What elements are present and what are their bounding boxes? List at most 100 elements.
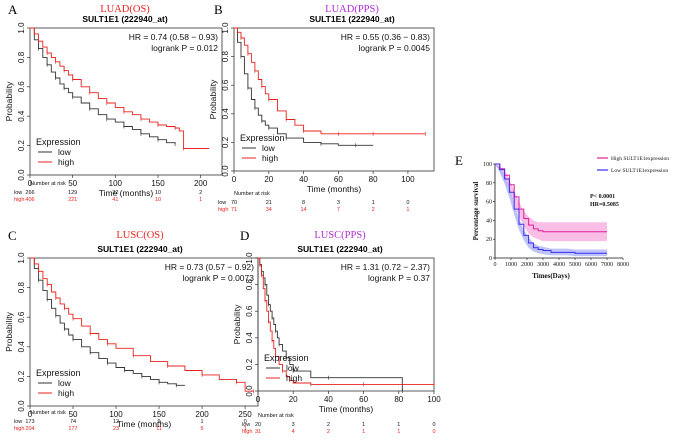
panel-b-ytick-label: 0.8: [221, 50, 230, 62]
panel-e-xtick-label: 8000: [617, 262, 629, 268]
panel-a-ytick-label: 0.6: [17, 81, 26, 93]
panel-a-risk-header: Number at risk: [30, 181, 66, 187]
panel-e-ci-band-high: [495, 164, 607, 242]
panel-a-ytick-label: 0.8: [17, 51, 26, 63]
panel-d-title: LUSC(PPS): [314, 230, 366, 241]
panel-d-xtick-label: 80: [394, 395, 403, 404]
panel-b-xlabel: Time (months): [307, 184, 362, 194]
panel-e-letter: E: [455, 153, 463, 168]
panel-e-curve-high: [495, 163, 607, 233]
panel-b-risk-low-value: 3: [337, 200, 340, 206]
panel-d-letter: D: [240, 228, 249, 243]
panel-e-xtick-label: 6000: [585, 262, 597, 268]
panel-a-ytick-label: 0.2: [17, 139, 26, 151]
panel-a-risk-high-label: high: [14, 197, 24, 203]
panel-d-legend-label-high: high: [286, 373, 302, 383]
panel-c-xtick-label: 150: [152, 410, 166, 419]
panel-c-title: LUSC(OS): [116, 230, 164, 241]
panel-c-xtick-label: 100: [109, 410, 123, 419]
panel-e-legend-label-low: Low SULT1E1expression: [611, 168, 668, 174]
panel-b-risk-low-value: 8: [302, 200, 305, 206]
panel-c-xtick-label: 50: [69, 410, 78, 419]
panel-b-risk-high-value: 2: [372, 207, 375, 213]
panel-b-risk-low-label: low: [218, 200, 226, 206]
panel-d-ytick-label: 0.6: [245, 305, 254, 317]
panel-e-ytick-label: 100: [483, 162, 492, 168]
panel-d-curve-high: [258, 257, 434, 385]
panel-a-ytick-label: 0.4: [17, 110, 26, 122]
panel-a-legend-label-high: high: [58, 157, 74, 167]
panel-e-xtick-label: 4000: [553, 262, 565, 268]
panel-d-xlabel: Time (months): [319, 404, 374, 414]
panel-e-xtick-label: 5000: [569, 262, 581, 268]
panel-b-risk-high-label: high: [218, 207, 228, 213]
panel-e-ci-band-low: [495, 164, 607, 257]
panel-e-ytick-label: 20: [486, 237, 492, 243]
panel-a-risk-low-label: low: [14, 190, 22, 196]
panel-d-ytick-label: 1.0: [245, 252, 254, 264]
panel-b-xtick-label: 20: [264, 175, 273, 184]
panel-b-xtick-label: 100: [401, 175, 415, 184]
panel-c-risk-header: Number at risk: [30, 410, 66, 416]
panel-b-letter: B: [214, 2, 223, 17]
panel-c-risk-high-value: 11: [156, 426, 162, 432]
panel-d-risk-low-label: low: [242, 422, 250, 428]
panel-b-legend-label-low: low: [262, 143, 276, 153]
panel-c-risk-low-value: 173: [25, 419, 34, 425]
panel-c-risk-high-value: 1: [244, 426, 247, 432]
panel-c-ytick-label: 0.0: [17, 400, 26, 412]
panel-d-risk-low-value: 2: [327, 422, 330, 428]
panel-c-legend-label-low: low: [58, 378, 72, 388]
panel-d-ytick-label: 0.4: [245, 332, 254, 344]
panel-b-ylabel: Probability: [208, 79, 218, 119]
panel-e-ytick-label: 60: [486, 200, 492, 206]
panel-d-plot-frame: [257, 257, 435, 392]
panel-a-letter: A: [8, 2, 18, 17]
panel-b-legend-label-high: high: [262, 153, 278, 163]
panel-b-xtick-label: 40: [299, 175, 308, 184]
panel-d-risk-low-value: 20: [255, 422, 261, 428]
panel-d-risk-high-value: 1: [362, 429, 365, 435]
panel-e-ytick-label: 40: [486, 218, 492, 224]
panel-d-xtick-label: 20: [289, 395, 298, 404]
panel-c-ytick-label: 0.8: [17, 281, 26, 293]
panel-b-risk-low-value: 21: [266, 200, 272, 206]
panel-a-legend-title: Expression: [36, 137, 81, 147]
panel-d-gene-label: SULT1E1 (222940_at): [297, 244, 383, 254]
panel-a-hr-label: HR = 0.74 (0.58 − 0.93): [129, 32, 218, 42]
panel-a-risk-low-value: 10: [155, 190, 161, 196]
panel-c-ytick-label: 1.0: [17, 252, 26, 264]
panel-a-legend-label-low: low: [58, 147, 72, 157]
panel-a-logrank-label: logrank P = 0.012: [151, 43, 218, 53]
panel-e-xtick-label: 0: [494, 262, 497, 268]
panel-a-xtick-label: 50: [68, 179, 77, 188]
panel-d-legend-label-low: low: [286, 363, 300, 373]
panel-d-ylabel: Probability: [232, 304, 242, 344]
panel-b-ytick-label: 0.4: [221, 108, 230, 120]
panel-b-logrank-label: logrank P = 0.0045: [359, 43, 431, 53]
panel-e-xtick-label: 7000: [601, 262, 613, 268]
panel-e-xtick-label: 2000: [521, 262, 533, 268]
panel-c-ytick-label: 0.6: [17, 311, 26, 323]
panel-c-ytick-label: 0.2: [17, 370, 26, 382]
panel-c-risk-high-value: 177: [68, 426, 77, 432]
panel-b-risk-high-value: 1: [406, 207, 409, 213]
panel-c-xtick-label: 200: [195, 410, 209, 419]
panel-d-risk-low-value: 0: [432, 422, 435, 428]
panel-b-curve-high: [234, 27, 426, 135]
panel-a-plot-frame: [29, 27, 223, 176]
panel-e-xtick-label: 3000: [537, 262, 549, 268]
panel-e-hr: HR=0.5085: [590, 202, 619, 208]
panel-c-risk-low-value: 1: [201, 419, 204, 425]
panel-b-ytick-label: 0.2: [221, 136, 230, 148]
panel-a-risk-low-value: 2: [199, 190, 202, 196]
panel-d-risk-high-label: high: [242, 429, 252, 435]
panel-b-risk-high-value: 14: [301, 207, 307, 213]
panel-c-legend-label-high: high: [58, 388, 74, 398]
panel-b-risk-header: Number at risk: [234, 191, 270, 197]
panel-a-risk-high-value: 41: [112, 197, 118, 203]
panel-b-risk-low-value: 70: [231, 200, 237, 206]
panel-b-xtick-label: 80: [369, 175, 378, 184]
panel-c-risk-low-label: low: [14, 419, 22, 425]
panel-c-risk-low-value: 74: [70, 419, 76, 425]
